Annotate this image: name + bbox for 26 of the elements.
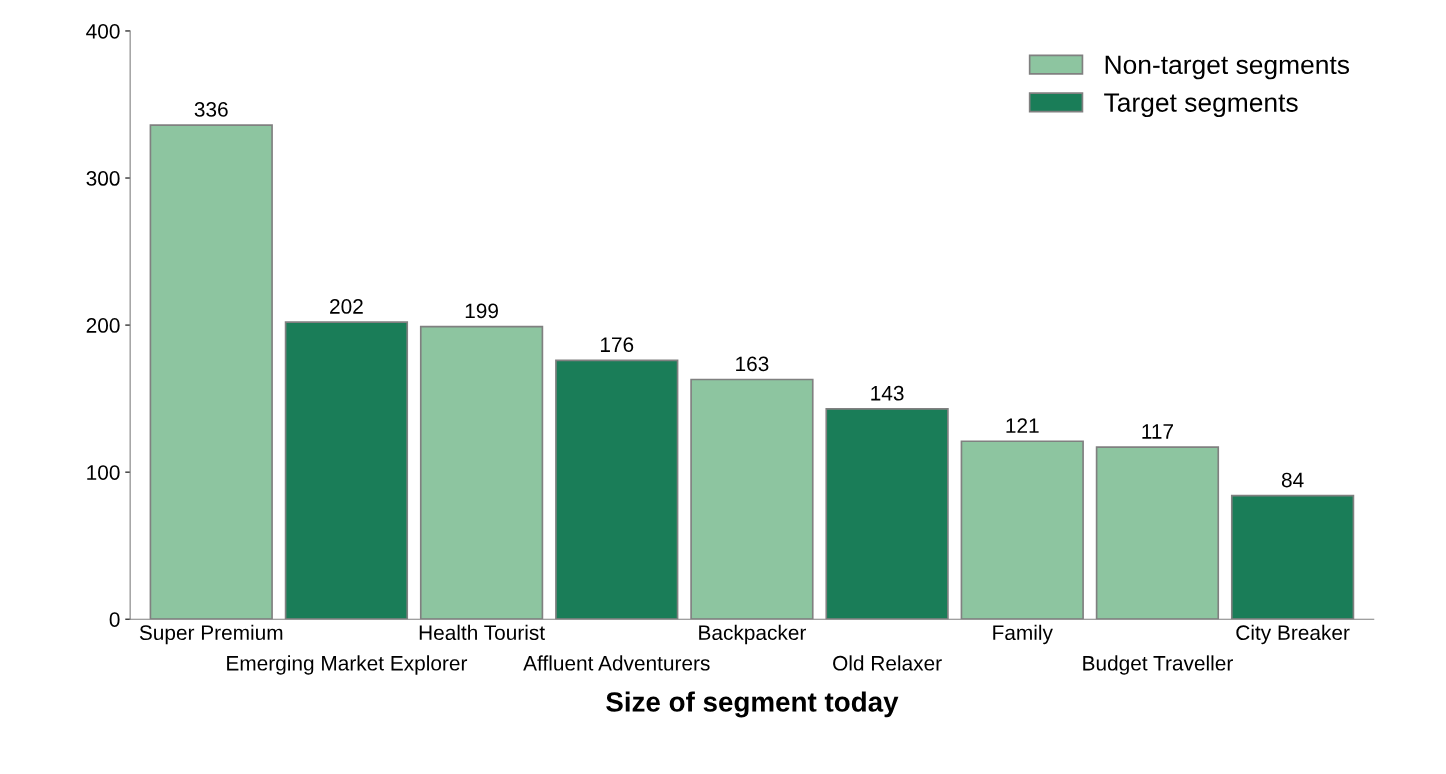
data-label: 117 (1142, 424, 1173, 439)
y-tick-label: 0 (109, 612, 120, 627)
x-tick-label: Emerging Market Explorer (227, 655, 468, 675)
legend-label: Non-target segments (1105, 55, 1350, 80)
y-tick-label: 300 (86, 171, 120, 186)
x-tick-label: City Breaker (1236, 624, 1350, 645)
x-tick-label: Health Tourist (419, 624, 545, 641)
y-tick-label: 100 (87, 465, 120, 480)
data-label: 163 (736, 356, 769, 372)
data-label: 84 (1281, 472, 1304, 488)
x-tick-label: Old Relaxer (833, 655, 942, 671)
data-label: 176 (600, 337, 634, 353)
data-label: 143 (871, 385, 904, 401)
data-label: 199 (465, 303, 498, 319)
data-label: 202 (330, 299, 363, 314)
x-tick-label: Super Premium (139, 624, 283, 645)
legend-label: Target segments (1104, 93, 1298, 118)
x-tick-label: Backpacker (699, 624, 806, 645)
y-tick-label: 200 (86, 318, 120, 333)
x-tick-label: Budget Traveller (1083, 655, 1233, 675)
data-label: 121 (1006, 418, 1039, 433)
x-tick-label: Family (993, 624, 1053, 645)
data-label: 336 (194, 102, 228, 117)
x-axis-title: Size of segment today (606, 691, 899, 718)
y-tick-label: 400 (86, 23, 120, 39)
x-tick-label: Affluent Adventurers (523, 655, 710, 671)
